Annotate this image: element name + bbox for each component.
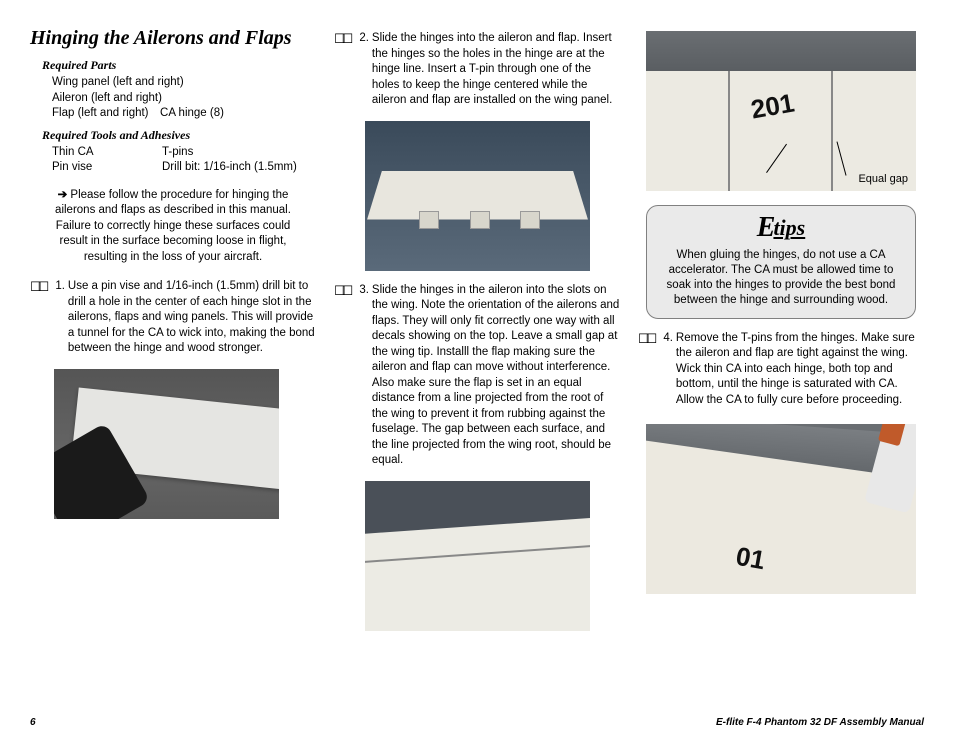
tool-item: Drill bit: 1/16-inch (1.5mm) [162, 160, 297, 176]
page: Hinging the Ailerons and Flaps Required … [0, 0, 954, 710]
checkbox-icon: ☐☐ [334, 30, 349, 109]
part-item: Wing panel (left and right) [52, 75, 316, 91]
section-title: Hinging the Ailerons and Flaps [30, 27, 316, 50]
manual-title: E-flite F-4 Phantom 32 DF Assembly Manua… [716, 717, 924, 728]
column-2: ☐☐ 2. Slide the hinges into the aileron … [334, 27, 620, 684]
tips-logo-text: tips [773, 215, 805, 241]
column-3: 201 Equal gap E tips When gluing the hin… [638, 27, 924, 684]
caution-note: ➔ Please follow the procedure for hingin… [48, 188, 298, 266]
checkbox-icon: ☐☐ [638, 330, 653, 409]
step-text: Use a pin vise and 1/16-inch (1.5mm) dri… [68, 279, 316, 357]
tools-row: Pin vise Drill bit: 1/16-inch (1.5mm) [52, 160, 316, 176]
step-number: 3. [359, 283, 369, 469]
part-item: Flap (left and right) CA hinge (8) [52, 106, 316, 122]
tool-item: Thin CA [52, 145, 162, 161]
photo-step-3 [365, 481, 590, 631]
step-number: 4. [663, 331, 673, 409]
tool-item: T-pins [162, 145, 193, 161]
step-1: ☐☐ 1. Use a pin vise and 1/16-inch (1.5m… [30, 279, 316, 357]
step-number: 1. [55, 279, 65, 357]
tool-item: Pin vise [52, 160, 162, 176]
step-3: ☐☐ 3. Slide the hinges in the aileron in… [334, 283, 620, 469]
required-tools-heading: Required Tools and Adhesives [42, 128, 316, 143]
step-number: 2. [359, 31, 369, 109]
photo-label: Equal gap [858, 173, 908, 185]
tools-row: Thin CA T-pins [52, 145, 316, 161]
step-text: Slide the hinges in the aileron into the… [372, 283, 620, 469]
step-text: Remove the T-pins from the hinges. Make … [676, 331, 924, 409]
step-2: ☐☐ 2. Slide the hinges into the aileron … [334, 31, 620, 109]
photo-step-2 [365, 121, 590, 271]
page-number: 6 [30, 717, 36, 728]
parts-list: Wing panel (left and right) Aileron (lef… [52, 75, 316, 122]
photo-equal-gap: 201 Equal gap [646, 31, 916, 191]
tips-text: When gluing the hinges, do not use a CA … [657, 248, 905, 308]
step-4: ☐☐ 4. Remove the T-pins from the hinges.… [638, 331, 924, 409]
part-item: Aileron (left and right) [52, 91, 316, 107]
column-1: Hinging the Ailerons and Flaps Required … [30, 27, 316, 684]
checkbox-icon: ☐☐ [334, 282, 349, 469]
page-footer: 6 E-flite F-4 Phantom 32 DF Assembly Man… [30, 717, 924, 728]
note-text: Please follow the procedure for hinging … [55, 189, 291, 263]
required-parts-heading: Required Parts [42, 58, 316, 73]
checkbox-icon: ☐☐ [30, 278, 45, 357]
arrow-icon: ➔ [58, 189, 68, 201]
step-text: Slide the hinges into the aileron and fl… [372, 31, 620, 109]
photo-step-1 [54, 369, 279, 519]
tips-box: E tips When gluing the hinges, do not us… [646, 205, 916, 319]
tips-logo: E tips [657, 212, 905, 244]
decal-text: 01 [734, 541, 768, 577]
photo-step-4: 01 [646, 424, 916, 594]
